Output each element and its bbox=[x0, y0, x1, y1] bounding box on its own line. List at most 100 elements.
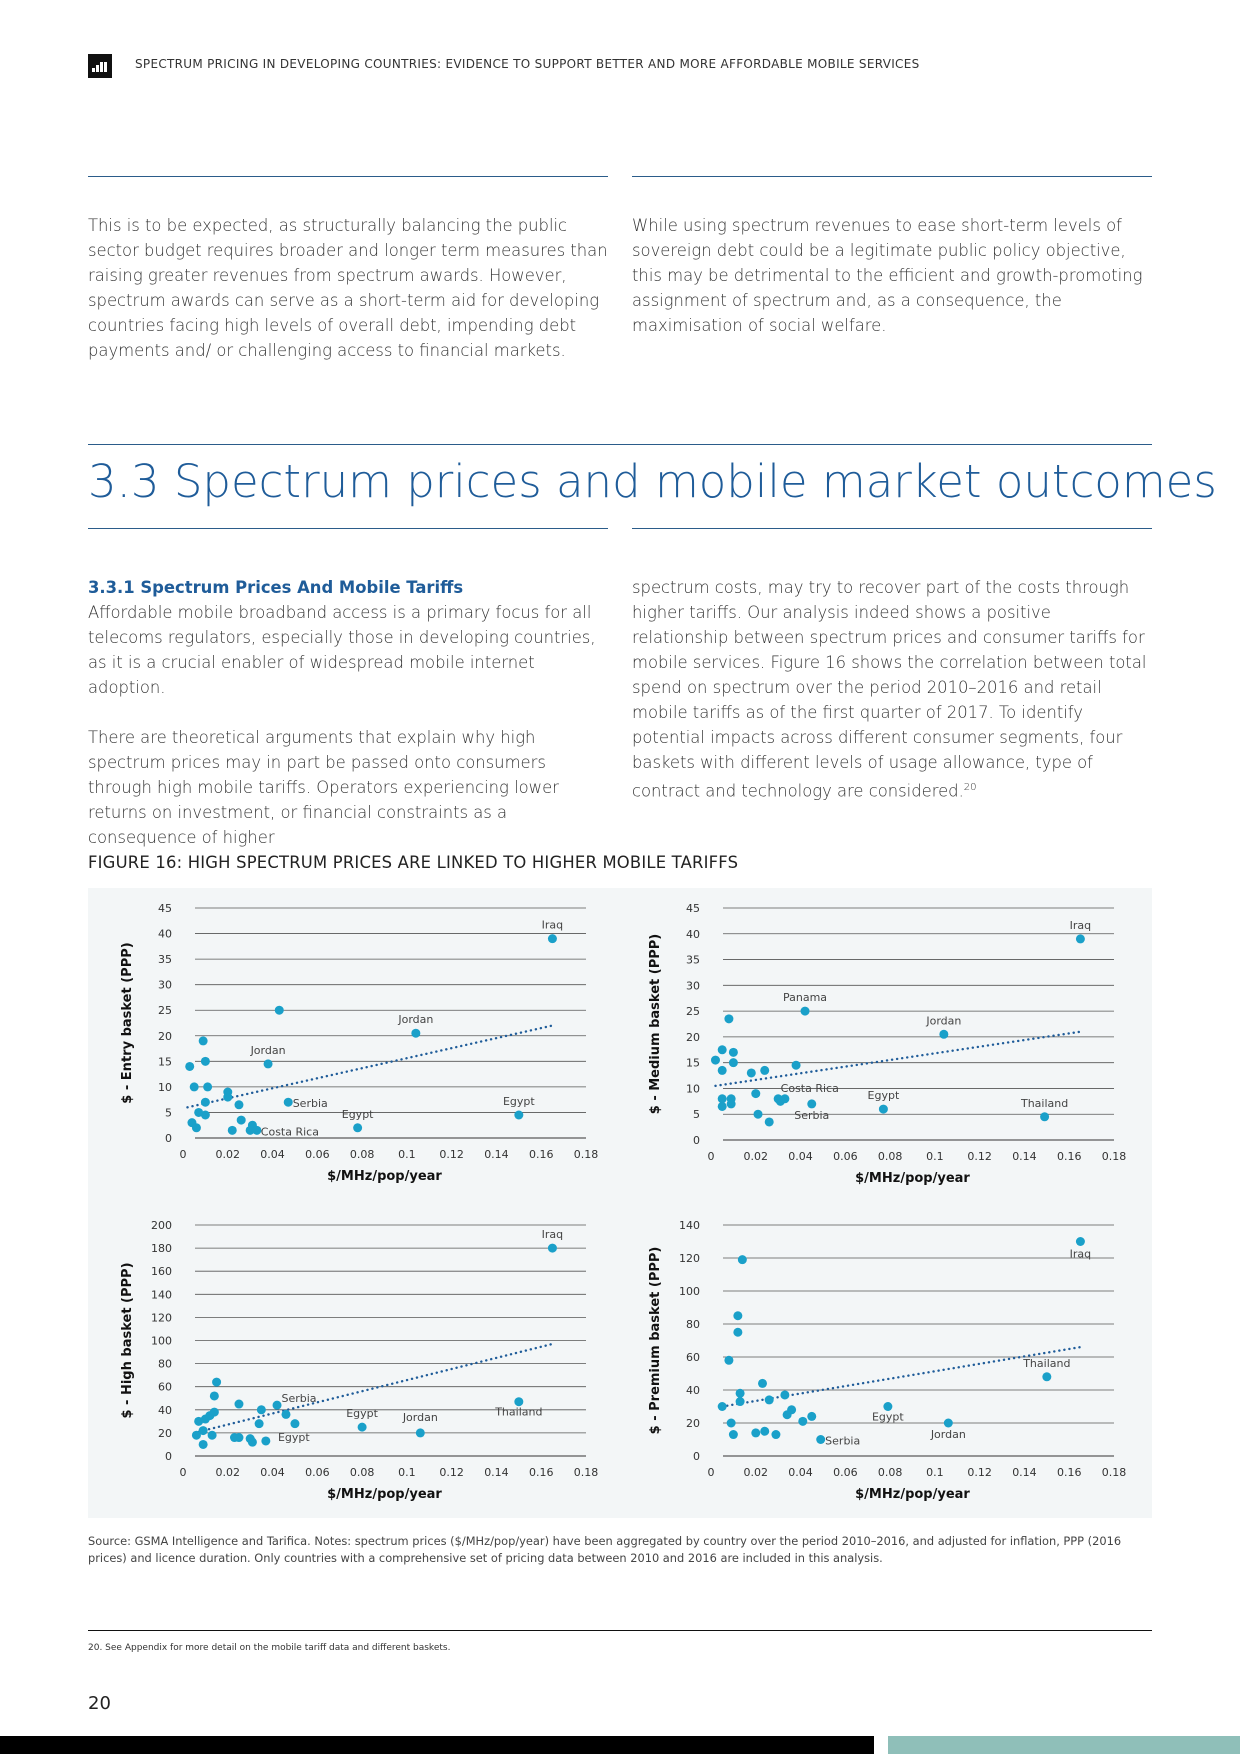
y-tick-label: 20 bbox=[158, 1030, 172, 1043]
y-tick-label: 45 bbox=[686, 902, 700, 915]
y-tick-label: 30 bbox=[158, 979, 172, 992]
x-tick-label: 0.14 bbox=[1012, 1150, 1037, 1163]
data-point bbox=[760, 1426, 770, 1436]
column-rule-left bbox=[88, 176, 608, 177]
x-tick-label: 0.02 bbox=[216, 1466, 241, 1479]
x-tick-label: 0.1 bbox=[398, 1466, 416, 1479]
x-tick-label: 0 bbox=[708, 1150, 715, 1163]
data-point bbox=[234, 1433, 244, 1443]
data-point bbox=[728, 1058, 738, 1068]
x-tick-label: 0.04 bbox=[788, 1150, 813, 1163]
subsection-right-text: spectrum costs, may try to recover part … bbox=[632, 578, 1147, 801]
y-axis-label: $ - Premium basket (PPP) bbox=[648, 1247, 663, 1435]
y-tick-label: 30 bbox=[686, 979, 700, 992]
data-point bbox=[415, 1428, 425, 1438]
x-axis-label: $/MHz/pop/year bbox=[855, 1487, 970, 1502]
intro-left-paragraph: This is to be expected, as structurally … bbox=[88, 216, 608, 360]
x-tick-label: 0.08 bbox=[350, 1466, 375, 1479]
point-label: Egypt bbox=[346, 1407, 378, 1420]
data-point bbox=[272, 1400, 282, 1410]
data-point bbox=[547, 1243, 557, 1253]
y-tick-label: 15 bbox=[158, 1055, 172, 1068]
data-point bbox=[263, 1059, 273, 1069]
data-point bbox=[943, 1418, 953, 1428]
x-tick-label: 0.14 bbox=[484, 1466, 509, 1479]
x-axis-label: $/MHz/pop/year bbox=[327, 1169, 442, 1184]
x-tick-label: 0.14 bbox=[484, 1148, 509, 1161]
x-tick-label: 0.18 bbox=[1102, 1466, 1127, 1479]
x-tick-label: 0.16 bbox=[1057, 1150, 1082, 1163]
y-tick-label: 60 bbox=[686, 1351, 700, 1364]
x-tick-label: 0.02 bbox=[744, 1150, 769, 1163]
figure-source-note: Source: GSMA Intelligence and Tarifica. … bbox=[88, 1534, 1122, 1565]
y-tick-label: 20 bbox=[158, 1427, 172, 1440]
data-point bbox=[717, 1045, 727, 1055]
y-tick-label: 40 bbox=[158, 928, 172, 941]
y-tick-label: 10 bbox=[686, 1082, 700, 1095]
subsection-paragraph-2: There are theoretical arguments that exp… bbox=[88, 728, 559, 847]
data-point bbox=[234, 1399, 244, 1409]
point-label: Thailand bbox=[1022, 1357, 1070, 1370]
y-tick-label: 0 bbox=[693, 1450, 700, 1463]
data-point bbox=[717, 1065, 727, 1075]
data-point bbox=[203, 1082, 213, 1092]
data-point bbox=[200, 1110, 210, 1120]
data-point bbox=[717, 1402, 727, 1411]
data-point bbox=[198, 1439, 208, 1449]
data-point bbox=[200, 1056, 210, 1066]
x-tick-label: 0.12 bbox=[967, 1466, 992, 1479]
x-tick-label: 0.12 bbox=[439, 1466, 464, 1479]
x-tick-label: 0.18 bbox=[574, 1148, 599, 1161]
section-rule-right bbox=[632, 528, 1152, 529]
x-tick-label: 0.16 bbox=[1057, 1466, 1082, 1479]
data-point bbox=[198, 1426, 208, 1436]
y-tick-label: 160 bbox=[151, 1265, 172, 1278]
point-label: Jordan bbox=[397, 1013, 433, 1026]
section-title: 3.3 Spectrum prices and mobile market ou… bbox=[88, 455, 1217, 508]
data-point bbox=[189, 1082, 199, 1092]
x-axis-label: $/MHz/pop/year bbox=[327, 1487, 442, 1502]
y-tick-label: 35 bbox=[158, 953, 172, 966]
y-tick-label: 5 bbox=[693, 1108, 700, 1121]
x-tick-label: 0.1 bbox=[398, 1148, 416, 1161]
x-tick-label: 0.08 bbox=[878, 1466, 903, 1479]
point-label: Egypt bbox=[868, 1089, 900, 1102]
data-point bbox=[883, 1402, 893, 1411]
y-tick-label: 120 bbox=[151, 1311, 172, 1324]
y-tick-label: 100 bbox=[151, 1335, 172, 1348]
data-point bbox=[733, 1327, 743, 1337]
point-label: Egypt bbox=[872, 1411, 904, 1424]
data-point bbox=[1075, 934, 1085, 944]
data-point bbox=[411, 1028, 421, 1038]
data-point bbox=[760, 1065, 770, 1075]
data-point bbox=[751, 1428, 761, 1438]
trend-line bbox=[192, 1342, 554, 1435]
data-point bbox=[254, 1419, 264, 1429]
y-tick-label: 180 bbox=[151, 1242, 172, 1255]
point-label: Jordan bbox=[925, 1014, 961, 1027]
data-point bbox=[816, 1435, 826, 1444]
data-point bbox=[753, 1109, 763, 1119]
y-tick-label: 140 bbox=[679, 1219, 700, 1232]
trend-line bbox=[186, 1024, 554, 1109]
data-point bbox=[726, 1099, 736, 1109]
data-point bbox=[757, 1378, 767, 1388]
point-label: Serbia bbox=[825, 1435, 860, 1448]
y-tick-label: 0 bbox=[165, 1450, 172, 1463]
y-axis-label: $ - High basket (PPP) bbox=[120, 1262, 135, 1418]
data-point bbox=[290, 1419, 300, 1429]
page-number: 20 bbox=[88, 1693, 111, 1714]
point-label: Serbia bbox=[282, 1392, 317, 1405]
x-tick-label: 0.12 bbox=[439, 1148, 464, 1161]
y-axis-label: $ - Entry basket (PPP) bbox=[120, 942, 135, 1103]
point-label: Thailand bbox=[1020, 1097, 1068, 1110]
x-tick-label: 0.04 bbox=[260, 1466, 285, 1479]
y-tick-label: 40 bbox=[686, 928, 700, 941]
y-tick-label: 35 bbox=[686, 954, 700, 967]
data-point bbox=[791, 1060, 801, 1070]
data-point bbox=[1075, 1237, 1085, 1246]
data-point bbox=[353, 1123, 363, 1133]
y-tick-label: 20 bbox=[686, 1031, 700, 1044]
y-tick-label: 0 bbox=[693, 1134, 700, 1147]
y-tick-label: 140 bbox=[151, 1288, 172, 1301]
